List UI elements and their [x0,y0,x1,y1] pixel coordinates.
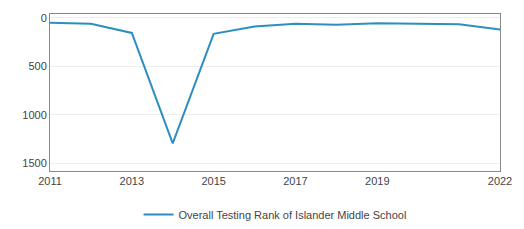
svg-text:1500: 1500 [22,157,46,169]
svg-text:2011: 2011 [38,175,62,187]
svg-text:2019: 2019 [365,175,389,187]
svg-text:500: 500 [28,60,46,72]
svg-text:2013: 2013 [120,175,144,187]
svg-text:1000: 1000 [22,109,46,121]
svg-text:Overall Testing Rank of Island: Overall Testing Rank of Islander Middle … [179,209,407,221]
svg-text:0: 0 [41,12,47,24]
svg-text:2022: 2022 [488,175,512,187]
svg-text:2017: 2017 [283,175,307,187]
svg-text:2015: 2015 [201,175,225,187]
